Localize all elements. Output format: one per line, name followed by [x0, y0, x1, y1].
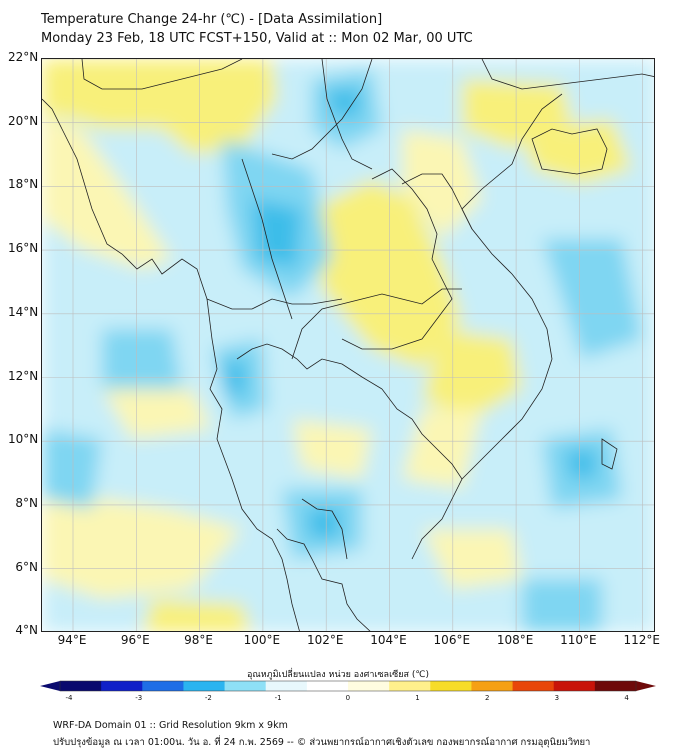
- lat-tick-label: 22°N: [8, 50, 39, 64]
- lat-tick-label: 10°N: [8, 432, 39, 447]
- temperature-region: [102, 329, 182, 389]
- temperature-region: [42, 489, 242, 599]
- temperature-region: [292, 419, 372, 479]
- temperature-region: [42, 114, 172, 269]
- temperature-region: [307, 509, 342, 539]
- coastline-border: [531, 128, 608, 175]
- coastline-border: [301, 498, 348, 560]
- temperature-map: [41, 58, 655, 632]
- lat-tick-label: 18°N: [8, 177, 39, 192]
- coastline-border: [341, 168, 453, 350]
- temperature-region: [567, 449, 597, 479]
- temperature-region: [522, 579, 602, 631]
- colorbar-segment: [224, 681, 267, 691]
- coastline-border: [461, 93, 563, 480]
- lon-tick-label: 102°E: [306, 633, 344, 647]
- colorbar-segment: [512, 681, 555, 691]
- colorbar-tick-label: 4: [624, 694, 629, 702]
- chart-title: Temperature Change 24-hr (℃) - [Data Ass…: [41, 12, 383, 27]
- colorbar-segment: [265, 681, 308, 691]
- colorbar-segment: [594, 681, 637, 691]
- colorbar-tick-label: -2: [204, 694, 212, 702]
- lon-tick-label: 100°E: [243, 633, 281, 647]
- temperature-region: [422, 529, 522, 589]
- colorbar-tick-label: 3: [554, 694, 560, 702]
- colorbar-segment: [183, 681, 226, 691]
- colorbar-segment: [430, 681, 472, 691]
- lat-tick-label: 20°N: [8, 113, 39, 128]
- lat-tick-label: 6°N: [15, 559, 38, 574]
- colorbar: [40, 680, 656, 692]
- colorbar-tick-label: -3: [135, 694, 143, 702]
- temperature-region: [402, 409, 482, 489]
- chart-subtitle: Monday 23 Feb, 18 UTC FCST+150, Valid at…: [41, 31, 473, 46]
- lon-tick-label: 98°E: [184, 633, 214, 647]
- lon-tick-label: 94°E: [57, 633, 87, 647]
- coastline-border: [206, 298, 343, 310]
- lon-tick-label: 96°E: [120, 633, 150, 647]
- colorbar-outline: [59, 680, 637, 692]
- coastline-border: [241, 158, 293, 320]
- colorbar-segment: [142, 681, 184, 691]
- colorbar-tick-label: -4: [65, 694, 73, 702]
- lat-tick-label: 14°N: [8, 304, 39, 319]
- colorbar-tick-label: -1: [274, 694, 282, 702]
- lat-tick-label: 4°N: [15, 623, 38, 638]
- temperature-region: [522, 119, 632, 184]
- lon-tick-label: 108°E: [496, 633, 534, 647]
- footer-model-info: WRF-DA Domain 01 :: Grid Resolution 9km …: [53, 720, 288, 731]
- colorbar-segment: [306, 681, 349, 691]
- colorbar-title: อุณหภูมิเปลี่ยนแปลง หน่วย องศาเซลเซียส (…: [246, 670, 430, 680]
- colorbar-segment: [348, 681, 390, 691]
- lon-tick-label: 106°E: [433, 633, 471, 647]
- colorbar-tick-label: 1: [415, 694, 420, 702]
- lon-tick-label: 112°E: [623, 633, 660, 647]
- lat-tick-label: 8°N: [15, 495, 38, 510]
- lon-tick-label: 104°E: [370, 633, 407, 647]
- temperature-region: [542, 239, 642, 359]
- temperature-region: [42, 429, 102, 509]
- temperature-region: [42, 59, 277, 154]
- temperature-region: [102, 389, 212, 439]
- coastline-border: [271, 59, 373, 160]
- coastline-border: [321, 59, 373, 170]
- lat-tick-label: 16°N: [8, 241, 39, 256]
- colorbar-min-arrow: [40, 681, 60, 691]
- coastline-border: [276, 528, 371, 631]
- temperature-region: [422, 329, 522, 419]
- map-canvas: [42, 59, 654, 631]
- colorbar-max-arrow: [636, 681, 656, 691]
- footer-credit: ปรับปรุงข้อมูล ณ เวลา 01:00น. วัน อ. ที่…: [53, 737, 591, 748]
- lon-tick-label: 110°E: [560, 633, 597, 647]
- colorbar-segment: [101, 681, 143, 691]
- coastline-border: [601, 438, 618, 470]
- temperature-region: [402, 129, 482, 239]
- temperature-region: [327, 89, 362, 119]
- colorbar-segment: [553, 681, 596, 691]
- colorbar-tick-label: 0: [345, 694, 351, 702]
- coastline-border: [481, 59, 654, 90]
- coastline-border: [401, 173, 473, 230]
- colorbar-tick-label: 2: [484, 694, 490, 702]
- colorbar-segment: [389, 681, 431, 691]
- coastline-border: [236, 343, 463, 560]
- temperature-region: [312, 179, 462, 369]
- coastline-border: [42, 98, 300, 631]
- temperature-region: [142, 599, 252, 631]
- temperature-region: [252, 199, 302, 269]
- coastline-border: [291, 288, 462, 360]
- lat-tick-label: 12°N: [8, 368, 39, 383]
- colorbar-segment: [471, 681, 514, 691]
- colorbar-segment: [60, 681, 102, 691]
- temperature-region: [222, 359, 247, 399]
- coastline-border: [81, 59, 243, 90]
